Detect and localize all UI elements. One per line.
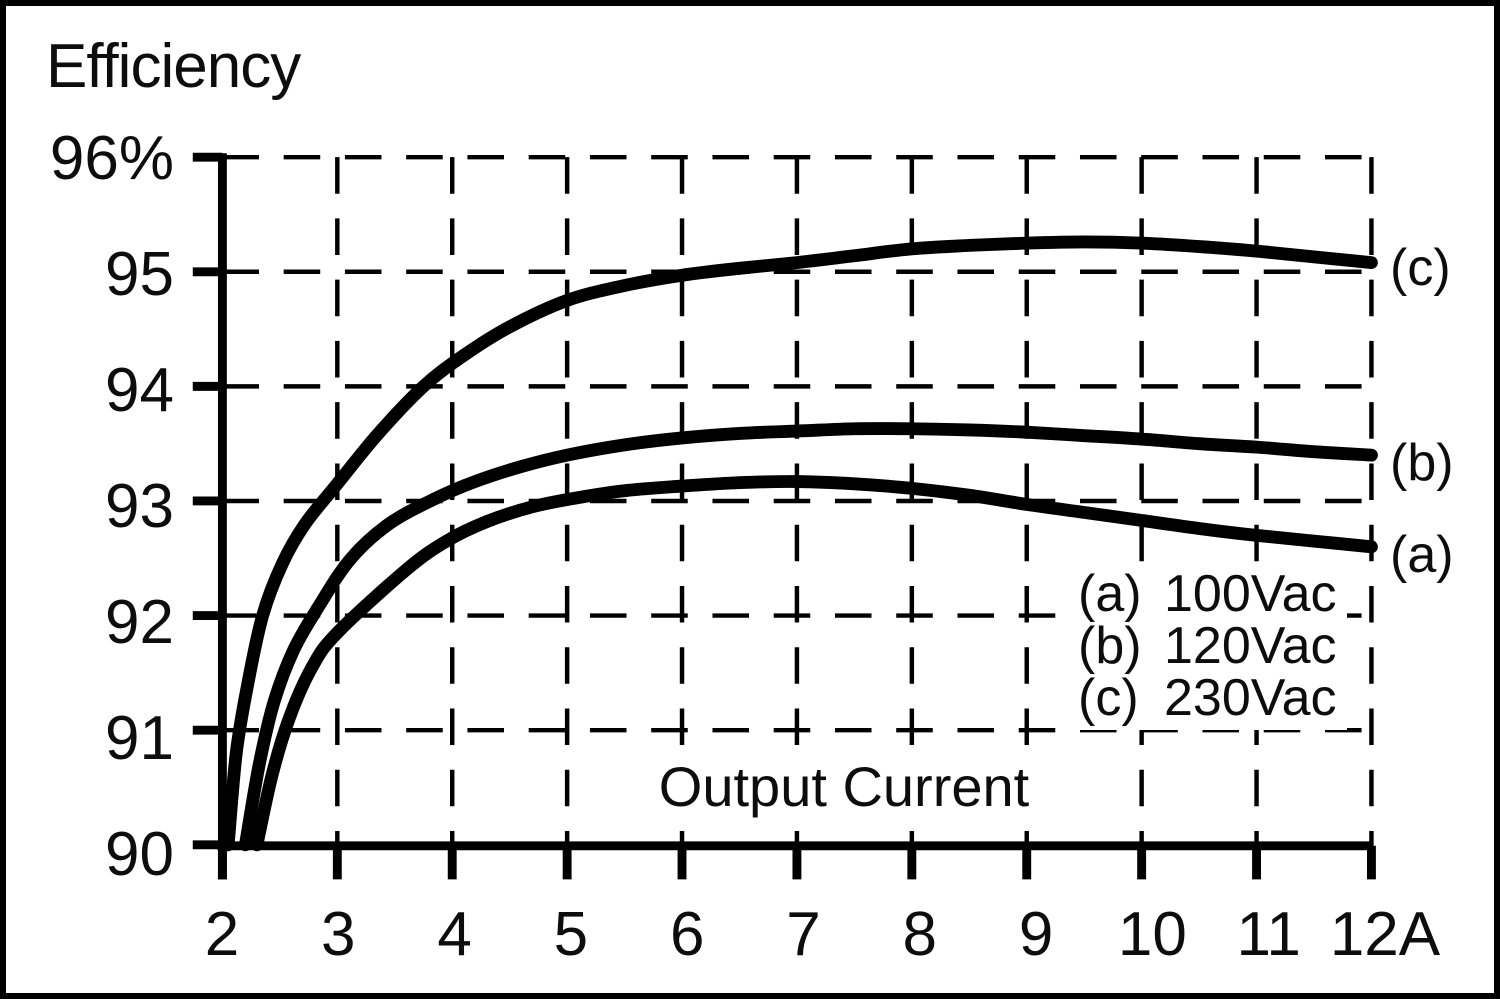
legend-row-a: (a) 100Vac xyxy=(1078,568,1337,620)
curve-label-c: (c) xyxy=(1390,238,1451,297)
y-tick-label-96: 96% xyxy=(49,124,174,193)
x-tick-label-3: 3 xyxy=(321,900,356,969)
y-tick-label-91: 91 xyxy=(105,704,174,773)
x-tick-label-2: 2 xyxy=(204,900,240,969)
legend-value: 120Vac xyxy=(1164,617,1337,675)
y-tick-label-93: 93 xyxy=(105,472,174,541)
chart-title: Efficiency xyxy=(46,32,301,101)
x-tick-label-10: 10 xyxy=(1117,900,1187,969)
x-tick-label-9: 9 xyxy=(1018,900,1054,969)
curve-b xyxy=(239,422,1378,852)
y-tick-label-95: 95 xyxy=(105,240,174,309)
legend-key: (a) xyxy=(1078,565,1142,623)
x-tick-label-5: 5 xyxy=(553,900,589,969)
curve-label-b: (b) xyxy=(1390,433,1454,492)
legend-value: 100Vac xyxy=(1164,565,1337,623)
x-tick-label-7: 7 xyxy=(786,900,821,969)
legend-row-b: (b) 120Vac xyxy=(1078,620,1337,672)
legend-key: (c) xyxy=(1078,669,1139,727)
chart-plot-area xyxy=(192,152,1378,880)
x-axis-title: Output Current xyxy=(638,756,1050,818)
curve-c xyxy=(221,235,1378,852)
curve-label-a: (a) xyxy=(1390,526,1454,585)
y-tick-label-94: 94 xyxy=(105,356,174,425)
legend-value: 230Vac xyxy=(1164,669,1337,727)
curve-a xyxy=(250,475,1378,852)
x-tick-label-8: 8 xyxy=(902,900,938,969)
x-tick-label-11: 11 xyxy=(1236,900,1301,969)
y-tick-label-90: 90 xyxy=(105,820,174,889)
legend-row-c: (c) 230Vac xyxy=(1078,672,1337,724)
legend-key: (b) xyxy=(1078,617,1142,675)
x-tick-label-4: 4 xyxy=(437,900,472,969)
chart-legend: (a) 100Vac (b) 120Vac (c) 230Vac xyxy=(1068,566,1347,730)
x-tick-label-12: 12A xyxy=(1329,900,1441,969)
y-tick-label-92: 92 xyxy=(105,588,174,657)
x-tick-label-6: 6 xyxy=(669,900,705,969)
